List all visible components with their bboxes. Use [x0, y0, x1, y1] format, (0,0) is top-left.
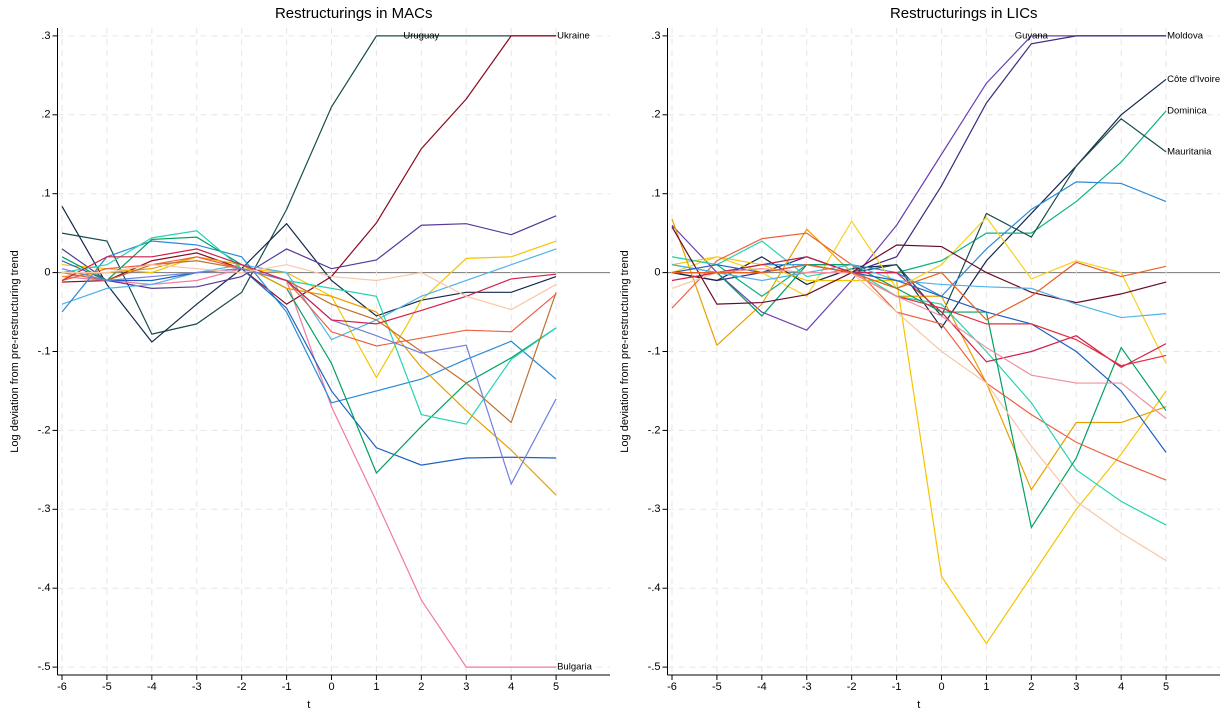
series-line [671, 110, 1167, 298]
x-tick-label: 1 [373, 681, 379, 693]
series-line [671, 264, 1167, 530]
series-line [671, 261, 1167, 321]
series-line [671, 216, 1167, 364]
y-tick-label: -.5 [38, 661, 51, 673]
x-tick-label: -6 [667, 681, 677, 693]
series-line [671, 232, 1167, 481]
x-tick-label: 0 [938, 681, 944, 693]
x-tick-label: -5 [712, 681, 722, 693]
series-label: Mauritania [1167, 146, 1212, 157]
series-line [61, 260, 557, 466]
x-tick-label: -4 [147, 681, 157, 693]
x-tick-label: 3 [1073, 681, 1079, 693]
series-line [671, 264, 1167, 319]
x-tick-label: 5 [553, 681, 559, 693]
series-line [671, 35, 1167, 331]
y-tick-label: -.2 [38, 424, 51, 436]
series-line [61, 260, 557, 424]
series-line [61, 248, 557, 325]
series-line [61, 240, 557, 404]
series-line [61, 206, 557, 343]
x-tick-label: -4 [757, 681, 767, 693]
y-axis-label: Log deviation from pre-restructuring tre… [619, 250, 631, 452]
chart-title: Restructurings in MACs [275, 5, 433, 22]
x-tick-label: 2 [1028, 681, 1034, 693]
series-line [671, 264, 1167, 453]
x-tick-label: 4 [508, 681, 514, 693]
series-line [61, 230, 557, 425]
y-tick-label: -.3 [38, 503, 51, 515]
x-tick-label: -3 [802, 681, 812, 693]
y-tick-label: 0 [44, 267, 50, 279]
series-label: Côte d'Ivoire [1167, 74, 1220, 85]
y-tick-label: .2 [41, 109, 50, 121]
chart-title: Restructurings in LICs [890, 5, 1038, 22]
x-tick-label: -5 [102, 681, 112, 693]
series-label: Bulgaria [557, 662, 593, 673]
y-tick-label: .1 [41, 188, 50, 200]
y-tick-label: .1 [651, 188, 660, 200]
y-tick-label: .3 [651, 30, 660, 42]
y-tick-label: -.3 [648, 503, 661, 515]
y-tick-label: -.2 [648, 424, 661, 436]
x-tick-label: 0 [328, 681, 334, 693]
series-label: Ukraine [557, 30, 590, 41]
series-line [61, 215, 557, 289]
x-tick-label: -6 [57, 681, 67, 693]
y-tick-label: -.1 [38, 345, 51, 357]
series-label: Uruguay [403, 30, 439, 41]
series-line [671, 181, 1167, 298]
y-tick-label: -.5 [648, 661, 661, 673]
x-tick-label: -2 [847, 681, 857, 693]
series-line [61, 35, 557, 335]
series-line [61, 256, 557, 347]
series-line [671, 256, 1167, 368]
x-axis-label: t [307, 699, 310, 711]
x-tick-label: -3 [192, 681, 202, 693]
series-line [61, 264, 557, 311]
x-tick-label: -1 [282, 681, 292, 693]
y-tick-label: 0 [654, 267, 660, 279]
panel: Restructurings in MACs .3 .2 .1 0 -.1 -.2 -.3 -.… [9, 5, 610, 711]
series-line [61, 268, 557, 668]
y-tick-label: -.4 [648, 582, 661, 594]
series-line [671, 35, 1167, 282]
x-tick-label: 3 [463, 681, 469, 693]
x-tick-label: 2 [418, 681, 424, 693]
x-tick-label: -1 [892, 681, 902, 693]
series-label: Moldova [1167, 30, 1204, 41]
series-label: Guyana [1015, 30, 1049, 41]
series-line [61, 35, 557, 305]
y-tick-label: .3 [41, 30, 50, 42]
series-line [61, 236, 557, 475]
y-tick-label: .2 [651, 109, 660, 121]
series-line [671, 256, 1167, 645]
x-axis-label: t [917, 699, 920, 711]
x-tick-label: -2 [237, 681, 247, 693]
x-tick-label: 4 [1118, 681, 1124, 693]
x-tick-label: 1 [983, 681, 989, 693]
series-line [671, 226, 1167, 305]
series-label: Dominica [1167, 105, 1207, 116]
series-line [671, 268, 1167, 420]
y-axis-label: Log deviation from pre-restructuring tre… [9, 250, 21, 452]
y-tick-label: -.4 [38, 582, 51, 594]
y-tick-label: -.1 [648, 345, 661, 357]
panel: Restructurings in LICs .3 .2 .1 0 -.1 -.2 -.3 -.… [619, 5, 1220, 711]
series-line [671, 218, 1167, 491]
x-tick-label: 5 [1163, 681, 1169, 693]
